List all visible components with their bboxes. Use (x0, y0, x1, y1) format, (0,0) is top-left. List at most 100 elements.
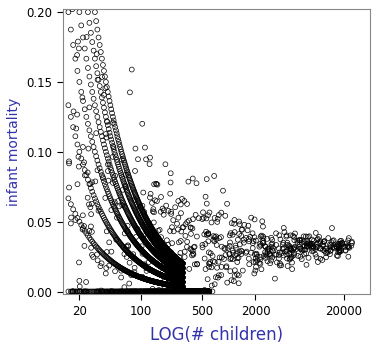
Point (117, 144, 123, 150)
Point (65, 196, 71, 201)
Point (150, 247, 156, 253)
Point (98, 49, 104, 55)
Point (140, 233, 146, 238)
Point (205, 231, 211, 236)
Point (120, 221, 126, 227)
Point (172, 272, 178, 277)
Point (171, 283, 177, 289)
Point (132, 289, 138, 294)
Point (202, 256, 208, 261)
Point (218, 210, 224, 216)
Point (155, 271, 161, 277)
Point (112, 177, 118, 183)
Point (167, 289, 173, 294)
Point (132, 240, 138, 246)
Point (153, 251, 159, 256)
Point (173, 278, 179, 283)
Point (187, 289, 193, 294)
Point (133, 241, 139, 247)
Point (315, 236, 321, 241)
Point (176, 273, 182, 279)
Point (101, 178, 107, 184)
Point (179, 279, 185, 285)
Point (165, 261, 171, 266)
Point (157, 247, 163, 252)
Point (165, 247, 171, 253)
Point (171, 289, 177, 294)
Point (195, 289, 201, 294)
Point (195, 289, 201, 294)
Point (155, 244, 161, 250)
Point (136, 229, 142, 235)
Point (167, 269, 173, 274)
Point (215, 216, 221, 221)
Point (206, 289, 212, 294)
Point (165, 254, 171, 260)
Point (153, 279, 159, 285)
Point (89, 179, 95, 185)
Point (206, 289, 212, 294)
Point (116, 204, 122, 209)
Point (177, 289, 183, 294)
Point (178, 259, 184, 265)
Point (237, 241, 243, 247)
Point (167, 276, 173, 281)
Point (138, 219, 144, 224)
Point (174, 289, 180, 294)
Point (150, 228, 156, 233)
Point (202, 289, 208, 294)
Point (100, 174, 106, 180)
Point (124, 249, 130, 254)
Point (168, 171, 174, 176)
Point (169, 270, 175, 276)
Point (340, 241, 346, 247)
Point (179, 289, 185, 294)
Point (92, 289, 98, 294)
Point (135, 289, 141, 294)
Point (197, 289, 203, 294)
Point (167, 289, 173, 294)
Point (157, 263, 163, 269)
Point (130, 220, 136, 226)
Point (174, 256, 180, 261)
Point (146, 277, 152, 283)
Point (171, 265, 177, 271)
Point (179, 279, 185, 285)
Point (178, 274, 184, 279)
Point (262, 243, 268, 249)
Point (173, 289, 179, 294)
Point (141, 263, 147, 269)
Point (272, 252, 278, 258)
Point (142, 264, 148, 269)
Point (112, 289, 118, 294)
Point (193, 212, 199, 218)
Point (149, 200, 155, 206)
Point (166, 275, 172, 281)
Point (97, 124, 103, 130)
Point (129, 67, 135, 72)
Point (288, 255, 294, 260)
Point (187, 289, 193, 294)
Point (143, 289, 149, 294)
Point (118, 218, 124, 223)
Point (162, 282, 169, 287)
Point (164, 253, 170, 259)
Point (179, 270, 185, 275)
Point (127, 252, 133, 258)
Point (139, 274, 146, 280)
Point (90, 254, 96, 260)
Point (109, 199, 115, 205)
Point (149, 289, 155, 294)
Point (158, 239, 164, 244)
Point (170, 283, 176, 289)
Point (176, 263, 182, 269)
Point (199, 289, 205, 294)
Point (346, 244, 352, 250)
Point (173, 272, 179, 278)
Point (187, 289, 193, 294)
Point (101, 252, 107, 258)
Point (210, 253, 216, 259)
Point (302, 243, 308, 249)
Point (104, 289, 110, 294)
Point (161, 289, 167, 294)
